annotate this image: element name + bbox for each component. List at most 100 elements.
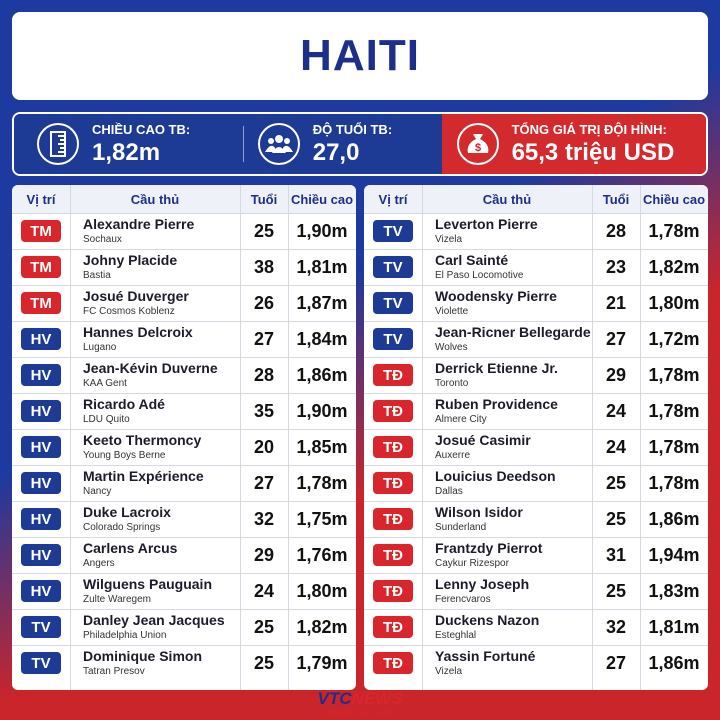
player-club: Vizela bbox=[435, 666, 463, 677]
row-divider bbox=[364, 321, 708, 322]
player-club: Toronto bbox=[435, 378, 469, 389]
player-height: 1,82m bbox=[648, 256, 700, 277]
player-name: Josué Casimir bbox=[435, 432, 531, 448]
player-name: Lenny Joseph bbox=[435, 576, 530, 592]
row-divider bbox=[364, 393, 708, 394]
position-badge: TĐ bbox=[373, 472, 413, 494]
player-name: Ricardo Adé bbox=[83, 396, 165, 412]
logo: VTCNEWS Hơi thở cuộc sống bbox=[300, 690, 420, 720]
position-badge: HV bbox=[21, 580, 61, 602]
stat-text: ĐỘ TUỔI TB: 27,0 bbox=[313, 122, 392, 167]
player-height: 1,78m bbox=[648, 436, 700, 457]
column-header: Vị trí bbox=[364, 185, 422, 213]
player-age: 32 bbox=[605, 616, 627, 637]
column-divider bbox=[240, 185, 241, 690]
player-name: Ruben Providence bbox=[435, 396, 558, 412]
player-age: 38 bbox=[253, 256, 275, 277]
player-name: Dominique Simon bbox=[83, 648, 202, 664]
row-divider bbox=[12, 465, 356, 466]
player-age: 26 bbox=[253, 292, 275, 313]
player-name: Martin Expérience bbox=[83, 468, 204, 484]
column-header: Tuổi bbox=[240, 185, 288, 213]
stat-icon bbox=[257, 123, 300, 165]
player-name: Wilguens Pauguain bbox=[83, 576, 212, 592]
row-divider bbox=[12, 429, 356, 430]
player-table: Vị trí Cầu thủ Tuổi Chiều cao TM Alexandre Pi… bbox=[12, 185, 356, 690]
position-badge: HV bbox=[21, 400, 61, 422]
row-divider bbox=[364, 465, 708, 466]
row-divider bbox=[364, 573, 708, 574]
position-badge: TĐ bbox=[373, 400, 413, 422]
player-age: 32 bbox=[253, 508, 275, 529]
stat-value: 27,0 bbox=[312, 138, 360, 166]
player-name: Woodensky Pierre bbox=[435, 288, 557, 304]
title: HAITI bbox=[300, 31, 420, 80]
player-height: 1,81m bbox=[296, 256, 348, 277]
stat-label: TỔNG GIÁ TRỊ ĐỘI HÌNH: bbox=[511, 121, 667, 137]
player-name: Jean-Kévin Duverne bbox=[83, 360, 218, 376]
title-box: HAITI bbox=[12, 12, 708, 100]
position-badge: TĐ bbox=[373, 580, 413, 602]
row-divider bbox=[12, 321, 356, 322]
player-height: 1,86m bbox=[648, 652, 700, 673]
player-age: 27 bbox=[253, 472, 275, 493]
player-age: 27 bbox=[253, 328, 275, 349]
row-divider bbox=[364, 501, 708, 502]
player-age: 25 bbox=[253, 652, 275, 673]
player-height: 1,78m bbox=[648, 400, 700, 421]
row-divider bbox=[364, 609, 708, 610]
row-divider bbox=[12, 645, 356, 646]
player-name: Duke Lacroix bbox=[83, 504, 171, 520]
player-club: Violette bbox=[435, 306, 469, 317]
row-divider bbox=[12, 501, 356, 502]
player-club: Colorado Springs bbox=[83, 522, 161, 533]
row-divider bbox=[364, 537, 708, 538]
row-divider bbox=[12, 537, 356, 538]
row-divider bbox=[12, 249, 356, 250]
player-age: 23 bbox=[605, 256, 627, 277]
column-header: Vị trí bbox=[12, 185, 70, 213]
position-badge: HV bbox=[21, 472, 61, 494]
position-badge: TV bbox=[21, 652, 61, 674]
stat-label: CHIỀU CAO TB: bbox=[92, 121, 191, 137]
column-header: Cầu thủ bbox=[422, 185, 592, 213]
row-divider bbox=[364, 645, 708, 646]
stat-icon bbox=[37, 123, 79, 165]
column-divider bbox=[70, 185, 71, 690]
player-age: 25 bbox=[253, 220, 275, 241]
position-badge: TĐ bbox=[373, 436, 413, 458]
player-height: 1,87m bbox=[296, 292, 348, 313]
player-height: 1,85m bbox=[296, 436, 348, 457]
player-height: 1,79m bbox=[296, 652, 348, 673]
position-badge: TM bbox=[21, 292, 61, 314]
row-divider bbox=[364, 249, 708, 250]
divider bbox=[242, 126, 244, 162]
player-club: El Paso Locomotive bbox=[435, 270, 524, 281]
column-header: Tuổi bbox=[592, 185, 640, 213]
player-height: 1,90m bbox=[296, 220, 348, 241]
row-divider bbox=[12, 213, 356, 214]
player-age: 35 bbox=[253, 400, 275, 421]
player-age: 20 bbox=[253, 436, 275, 457]
row-divider bbox=[12, 285, 356, 286]
stat-value: 65,3 triệu USD bbox=[511, 138, 675, 166]
column-header: Chiều cao bbox=[288, 185, 356, 213]
position-badge: TĐ bbox=[373, 508, 413, 530]
position-badge: TĐ bbox=[373, 616, 413, 638]
player-club: KAA Gent bbox=[83, 378, 127, 389]
player-age: 25 bbox=[605, 580, 627, 601]
row-divider bbox=[12, 357, 356, 358]
logo-vtc: VTC bbox=[317, 689, 352, 708]
player-name: Leverton Pierre bbox=[435, 216, 538, 232]
position-badge: TV bbox=[21, 616, 61, 638]
player-age: 24 bbox=[605, 400, 627, 421]
player-age: 28 bbox=[605, 220, 627, 241]
player-height: 1,72m bbox=[648, 328, 700, 349]
player-name: Derrick Etienne Jr. bbox=[435, 360, 558, 376]
player-table: Vị trí Cầu thủ Tuổi Chiều cao TV Leverton Pie… bbox=[364, 185, 708, 690]
player-name: Louicius Deedson bbox=[435, 468, 556, 484]
player-name: Danley Jean Jacques bbox=[83, 612, 225, 628]
logo-news: NEWS bbox=[351, 689, 403, 708]
player-height: 1,78m bbox=[296, 472, 348, 493]
